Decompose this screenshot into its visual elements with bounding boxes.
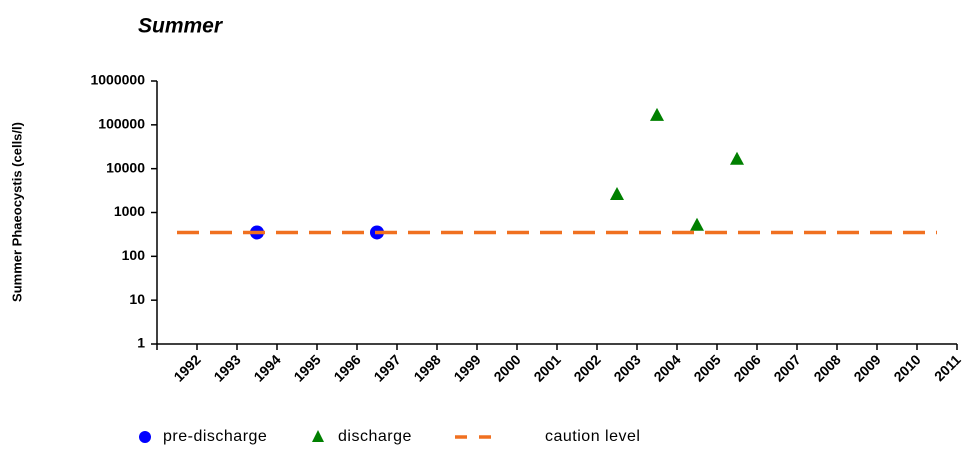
chart-title: Summer — [138, 15, 224, 38]
point — [610, 187, 624, 201]
y-tick-label: 10 — [129, 291, 145, 307]
x-tick-label: 2003 — [610, 351, 643, 384]
x-tick-label: 2011 — [931, 351, 964, 384]
x-tick-label: 1992 — [170, 351, 203, 384]
point — [730, 151, 744, 165]
legend-label: discharge — [338, 428, 412, 445]
x-tick-label: 2002 — [570, 351, 603, 384]
point — [690, 217, 704, 231]
x-tick-label: 1993 — [210, 351, 243, 384]
legend-label: caution level — [545, 428, 640, 445]
x-tick-label: 2004 — [650, 351, 683, 384]
y-tick-label: 1 — [137, 335, 145, 351]
x-tick-label: 2006 — [730, 351, 763, 384]
x-tick-label: 2005 — [690, 351, 723, 384]
x-tick-label: 1999 — [450, 351, 483, 384]
x-tick-label: 1994 — [250, 351, 283, 384]
x-tick-label: 1996 — [330, 351, 363, 384]
legend-swatch — [139, 431, 151, 443]
y-tick-label: 1000 — [114, 203, 145, 219]
x-tick-label: 1997 — [370, 351, 403, 384]
x-tick-label: 1998 — [410, 351, 443, 384]
x-tick-label: 2007 — [770, 351, 803, 384]
y-tick-label: 100 — [122, 247, 146, 263]
y-tick-label: 100000 — [98, 116, 145, 132]
x-tick-label: 1995 — [290, 351, 323, 384]
point — [650, 107, 664, 121]
x-tick-label: 2000 — [490, 351, 523, 384]
x-tick-label: 2008 — [810, 351, 843, 384]
x-tick-label: 2009 — [850, 351, 883, 384]
x-tick-label: 2001 — [530, 351, 563, 384]
legend-swatch — [312, 430, 324, 442]
y-axis-label: Summer Phaeocystis (cells/l) — [9, 122, 24, 302]
y-tick-label: 10000 — [106, 159, 145, 175]
y-tick-label: 1000000 — [90, 72, 145, 88]
legend-label: pre-discharge — [163, 428, 267, 445]
x-tick-label: 2010 — [890, 351, 923, 384]
